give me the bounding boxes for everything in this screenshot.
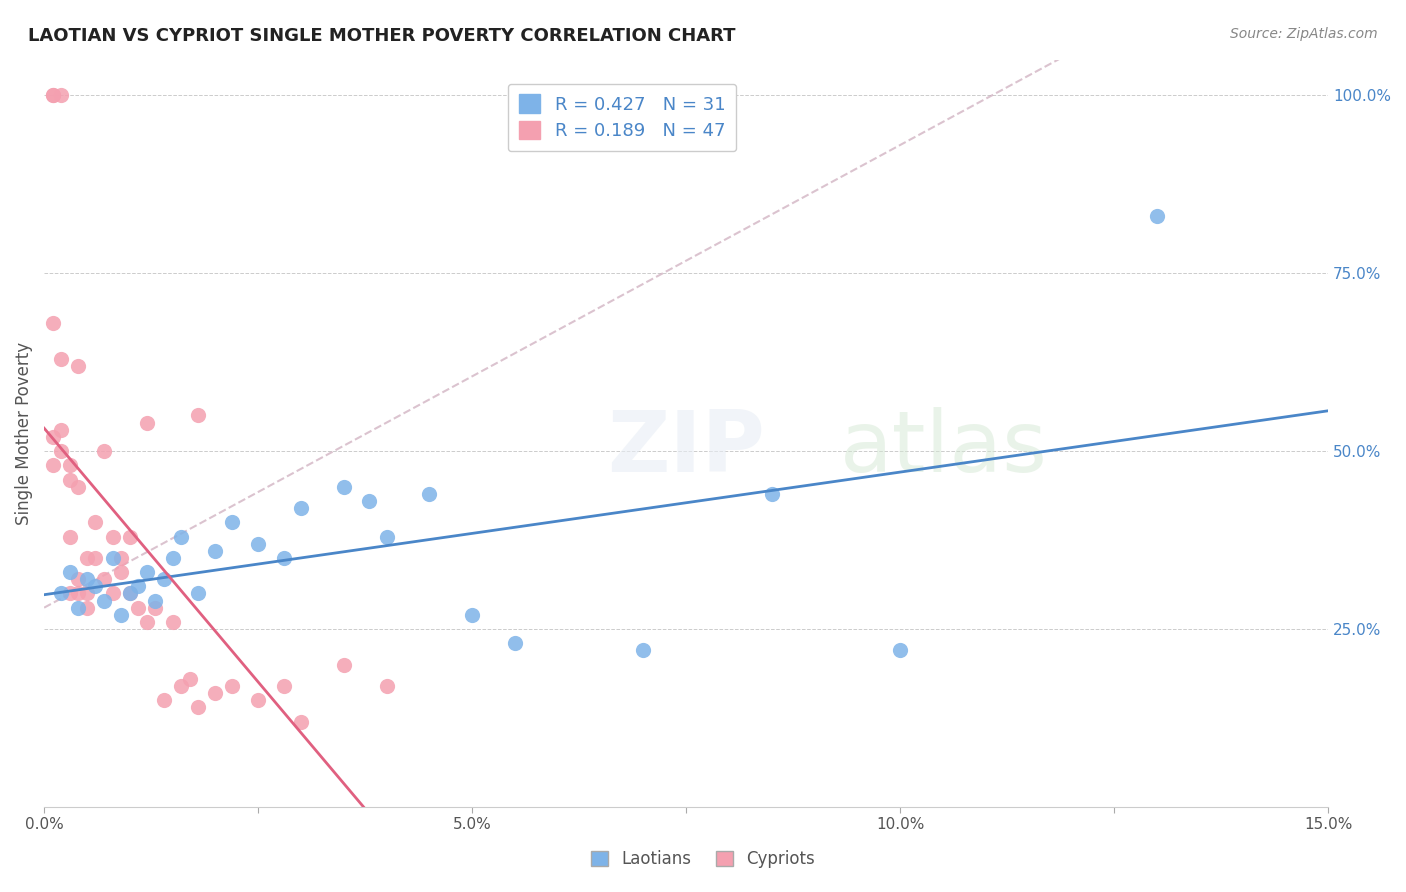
Point: [59, 473, 82, 487]
Point: [41, 88, 63, 103]
Point: [67, 572, 90, 586]
Point: [170, 679, 193, 693]
Point: [118, 586, 141, 600]
Point: [93, 444, 115, 458]
Point: [332, 480, 354, 494]
Point: [187, 409, 209, 423]
Point: [84, 550, 107, 565]
Point: [1146, 209, 1168, 223]
Point: [118, 529, 141, 543]
Point: [76, 586, 98, 600]
Point: [93, 593, 115, 607]
Point: [375, 679, 398, 693]
Point: [135, 416, 157, 430]
Point: [290, 501, 312, 516]
Point: [84, 515, 107, 529]
Point: [127, 579, 149, 593]
Point: [101, 550, 124, 565]
Point: [110, 565, 132, 579]
Point: [101, 529, 124, 543]
Legend: R = 0.427   N = 31, R = 0.189   N = 47: R = 0.427 N = 31, R = 0.189 N = 47: [508, 84, 737, 151]
Point: [247, 536, 270, 550]
Point: [51, 423, 73, 437]
Point: [273, 679, 295, 693]
Point: [162, 550, 184, 565]
Point: [67, 586, 90, 600]
Point: [187, 700, 209, 714]
Point: [503, 636, 526, 650]
Legend: Laotians, Cypriots: Laotians, Cypriots: [585, 844, 821, 875]
Point: [761, 487, 783, 501]
Point: [145, 600, 167, 615]
Text: Source: ZipAtlas.com: Source: ZipAtlas.com: [1230, 27, 1378, 41]
Point: [84, 579, 107, 593]
Point: [41, 458, 63, 473]
Point: [290, 714, 312, 729]
Point: [889, 643, 911, 657]
Point: [221, 679, 243, 693]
Point: [51, 351, 73, 366]
Point: [221, 515, 243, 529]
Point: [187, 586, 209, 600]
Point: [247, 693, 270, 707]
Point: [76, 600, 98, 615]
Point: [145, 593, 167, 607]
Point: [101, 586, 124, 600]
Y-axis label: Single Mother Poverty: Single Mother Poverty: [15, 342, 32, 524]
Point: [633, 643, 655, 657]
Point: [59, 565, 82, 579]
Point: [67, 359, 90, 373]
Text: ZIP: ZIP: [607, 407, 765, 490]
Point: [118, 586, 141, 600]
Point: [51, 444, 73, 458]
Point: [51, 586, 73, 600]
Point: [135, 615, 157, 629]
Point: [59, 586, 82, 600]
Point: [41, 88, 63, 103]
Point: [170, 529, 193, 543]
Point: [127, 600, 149, 615]
Point: [51, 88, 73, 103]
Point: [153, 693, 176, 707]
Point: [110, 550, 132, 565]
Point: [41, 430, 63, 444]
Text: LAOTIAN VS CYPRIOT SINGLE MOTHER POVERTY CORRELATION CHART: LAOTIAN VS CYPRIOT SINGLE MOTHER POVERTY…: [28, 27, 735, 45]
Point: [273, 550, 295, 565]
Point: [461, 607, 484, 622]
Point: [67, 480, 90, 494]
Point: [76, 572, 98, 586]
Point: [204, 686, 226, 700]
Point: [162, 615, 184, 629]
Text: atlas: atlas: [841, 407, 1049, 490]
Point: [418, 487, 440, 501]
Point: [67, 600, 90, 615]
Point: [204, 543, 226, 558]
Point: [41, 316, 63, 330]
Point: [135, 565, 157, 579]
Point: [359, 494, 381, 508]
Point: [375, 529, 398, 543]
Point: [110, 607, 132, 622]
Point: [59, 529, 82, 543]
Point: [332, 657, 354, 672]
Point: [179, 672, 201, 686]
Point: [153, 572, 176, 586]
Point: [59, 458, 82, 473]
Point: [76, 550, 98, 565]
Point: [93, 572, 115, 586]
